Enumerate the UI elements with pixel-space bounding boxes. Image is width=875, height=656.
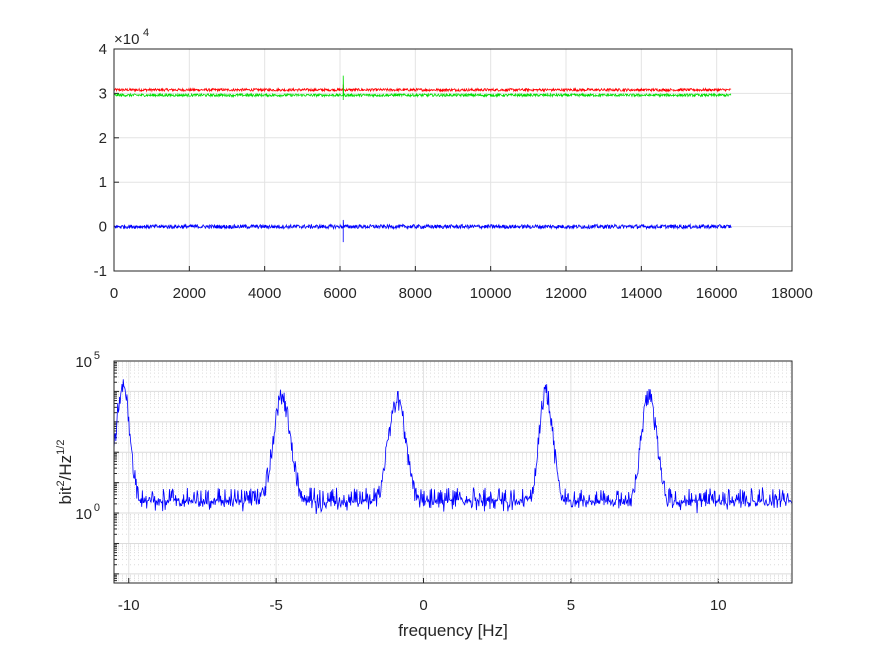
- bottom-axes-box: [113, 360, 793, 584]
- top-x-tick-label: 0: [110, 285, 118, 302]
- bottom-x-tick-label: -5: [269, 597, 282, 614]
- y-exponent-power: 4: [143, 27, 149, 39]
- bottom-x-tick-labels: -10 -5 0 5 10: [118, 597, 727, 614]
- top-x-tick-label: 10000: [470, 285, 512, 302]
- top-x-tick-label: 12000: [545, 285, 587, 302]
- top-series-line-2: [113, 219, 732, 243]
- bottom-x-tick-label: -10: [118, 597, 140, 614]
- top-y-tick-label: 2: [99, 130, 107, 147]
- bottom-y-tick-label: 10: [75, 354, 92, 371]
- y-label-sup-a: 2: [55, 480, 67, 486]
- bottom-y-tick-power: 5: [94, 350, 100, 362]
- top-x-tick-labels: 0 2000 4000 6000 8000 10000 12000 14000 16000 180…: [110, 285, 813, 302]
- bottom-y-tick-power: 0: [94, 502, 100, 514]
- bottom-series: [113, 379, 793, 515]
- bottom-y-tick-base: 10: [75, 506, 92, 523]
- bottom-series-line-0: [113, 379, 793, 515]
- top-x-tick-label: 6000: [323, 285, 356, 302]
- top-y-tick-label: -1: [94, 263, 107, 280]
- top-y-exponent: ×10 4: [114, 27, 149, 48]
- top-y-tick-label: 0: [99, 219, 107, 236]
- top-series: [113, 75, 732, 243]
- bottom-x-tick-label: 5: [567, 597, 575, 614]
- top-x-tick-label: 2000: [173, 285, 206, 302]
- y-label-part-a: bit: [56, 486, 75, 504]
- y-label-part-b: /Hz: [56, 455, 75, 481]
- top-y-tick-label: 3: [99, 85, 107, 102]
- y-exponent-base: ×10: [114, 31, 139, 48]
- top-x-tick-label: 16000: [696, 285, 738, 302]
- top-x-tick-label: 8000: [399, 285, 432, 302]
- y-axis-label-text: bit2/Hz1/2: [55, 440, 75, 505]
- top-series-line-0: [113, 84, 732, 94]
- top-y-tick-label: 4: [99, 41, 107, 58]
- bottom-x-tick-label: 0: [419, 597, 427, 614]
- bottom-grid: [114, 361, 792, 583]
- top-axes-box: [113, 48, 793, 272]
- top-axes: 0 2000 4000 6000 8000 10000 12000 14000 16000 180…: [94, 27, 813, 302]
- top-x-tick-label: 18000: [771, 285, 813, 302]
- y-label-sup-b: 1/2: [55, 440, 67, 455]
- bottom-y-tick-base: 10: [75, 354, 92, 371]
- bottom-y-tick-label: 10: [75, 506, 92, 523]
- top-plot-area: [114, 49, 792, 271]
- x-axis-label: frequency [Hz]: [398, 621, 508, 640]
- top-y-tick-label: 1: [99, 174, 107, 191]
- bottom-y-tick-labels: 10 510 0: [75, 350, 100, 523]
- top-x-tick-label: 14000: [620, 285, 662, 302]
- top-x-tick-label: 4000: [248, 285, 281, 302]
- top-y-tick-labels: -1 0 1 2 3 4: [94, 41, 107, 280]
- bottom-x-tick-label: 10: [710, 597, 727, 614]
- bottom-axes: -10 -5 0 5 10 10 510 0 frequency [Hz] bit2/Hz1…: [55, 350, 793, 640]
- y-axis-label: bit2/Hz1/2: [55, 440, 75, 505]
- top-series-line-1: [113, 75, 732, 101]
